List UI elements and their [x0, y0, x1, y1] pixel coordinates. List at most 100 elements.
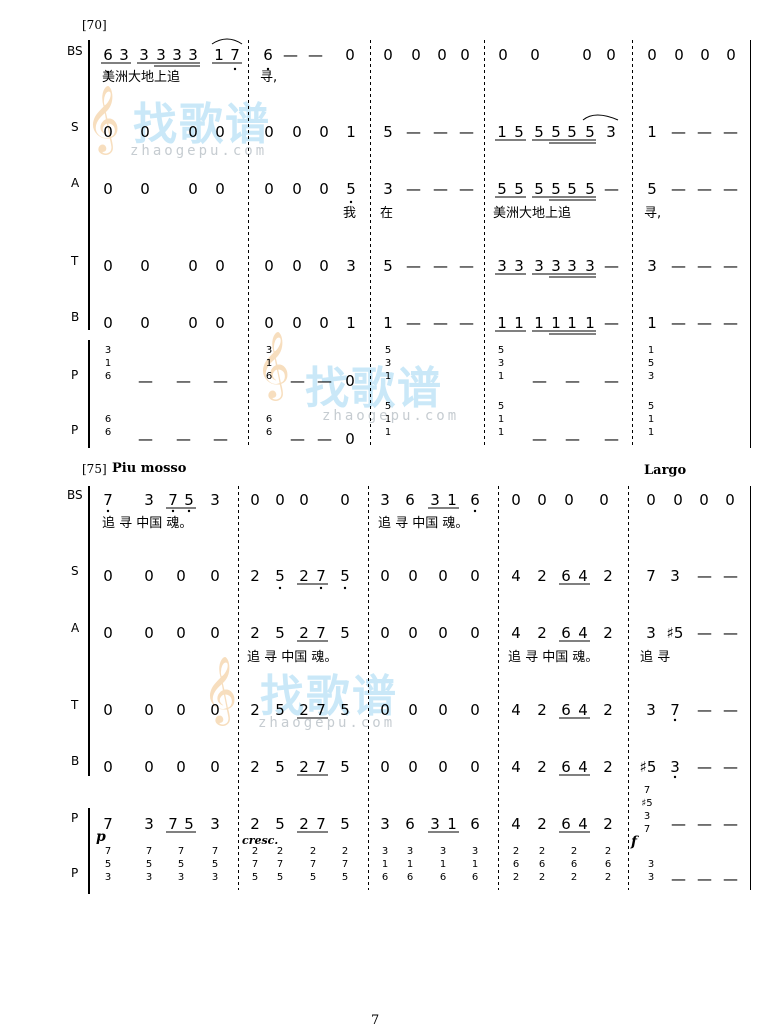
note: 1 [497, 314, 507, 332]
note: 3 [144, 491, 154, 509]
note: — [671, 257, 686, 275]
note: — [308, 46, 323, 64]
note: 4 [578, 701, 588, 719]
note: 5 [275, 701, 285, 719]
note: 0 [319, 314, 329, 332]
note: 0 [188, 123, 198, 141]
barline [368, 486, 369, 890]
note: 2 [537, 758, 547, 776]
note: 0 [530, 46, 540, 64]
note: 0 [215, 257, 225, 275]
note: 1 [346, 123, 356, 141]
lyric: 追 寻 中国 魂。 [378, 516, 469, 531]
note: — [176, 372, 191, 390]
note: 5 [534, 123, 544, 141]
note: 1 [534, 314, 544, 332]
lyric: 追 寻 中国 魂。 [247, 650, 338, 665]
voice-label-bs: BS [67, 44, 83, 58]
note: — [406, 180, 421, 198]
note: 0 [646, 491, 656, 509]
note: 0 [537, 491, 547, 509]
voice-label-p2: P [71, 423, 79, 437]
note: 0 [144, 701, 154, 719]
note: 6 [561, 624, 571, 642]
piano-brace [88, 808, 90, 894]
barline [370, 40, 371, 448]
note: 5 [514, 123, 524, 141]
note: 0 [438, 624, 448, 642]
note: — [604, 180, 619, 198]
chord: 7 ♯5 3 7 [641, 785, 653, 835]
note: — [283, 46, 298, 64]
note: 2 [537, 624, 547, 642]
note: — [138, 372, 153, 390]
note: 5 [340, 624, 350, 642]
note: 3 [380, 815, 390, 833]
note: — [433, 257, 448, 275]
note: 3 [383, 180, 393, 198]
note: 5 [383, 123, 393, 141]
note: — [290, 372, 305, 390]
note: — [671, 123, 686, 141]
note: 0 [411, 46, 421, 64]
voice-label-p1: P [71, 368, 79, 382]
note: — [176, 430, 191, 448]
watermark-logo: 找歌谱 [133, 99, 271, 150]
note: 4 [578, 815, 588, 833]
watermark-url: zhaogepu.com [130, 143, 268, 159]
note: 2 [250, 624, 260, 642]
note: 6 [561, 701, 571, 719]
note: 1 [567, 314, 577, 332]
note: 3 [156, 46, 166, 64]
note: 0 [408, 624, 418, 642]
note: 2 [299, 567, 309, 585]
note: 0 [250, 491, 260, 509]
note: 3 [188, 46, 198, 64]
note: 0 [647, 46, 657, 64]
note: 2 [250, 815, 260, 833]
note: 0 [264, 180, 274, 198]
note: 0 [582, 46, 592, 64]
note: 5 [567, 123, 577, 141]
note: 2 [603, 567, 613, 585]
barline [498, 486, 499, 890]
note: 7 [168, 815, 178, 833]
note: 5 [383, 257, 393, 275]
note: 0 [408, 758, 418, 776]
note: 0 [292, 180, 302, 198]
voice-label-t: T [71, 698, 79, 712]
note: 6 [263, 46, 273, 64]
note: — [697, 257, 712, 275]
note: 3 [646, 624, 656, 642]
note: — [459, 180, 474, 198]
note: — [213, 430, 228, 448]
note: 5 [585, 123, 595, 141]
note: 5 [647, 180, 657, 198]
voice-label-p2: P [71, 866, 79, 880]
note: — [723, 314, 738, 332]
note: 0 [470, 567, 480, 585]
note: — [697, 624, 712, 642]
note: 0 [498, 46, 508, 64]
note: 7 [168, 491, 178, 509]
note: 4 [578, 624, 588, 642]
note: 0 [408, 567, 418, 585]
note: 2 [603, 815, 613, 833]
note: 0 [188, 257, 198, 275]
voice-label-s: S [71, 564, 79, 578]
note: — [697, 180, 712, 198]
voice-label-s: S [71, 120, 79, 134]
system-bracket [88, 40, 90, 330]
note: 0 [470, 701, 480, 719]
note: — [459, 257, 474, 275]
